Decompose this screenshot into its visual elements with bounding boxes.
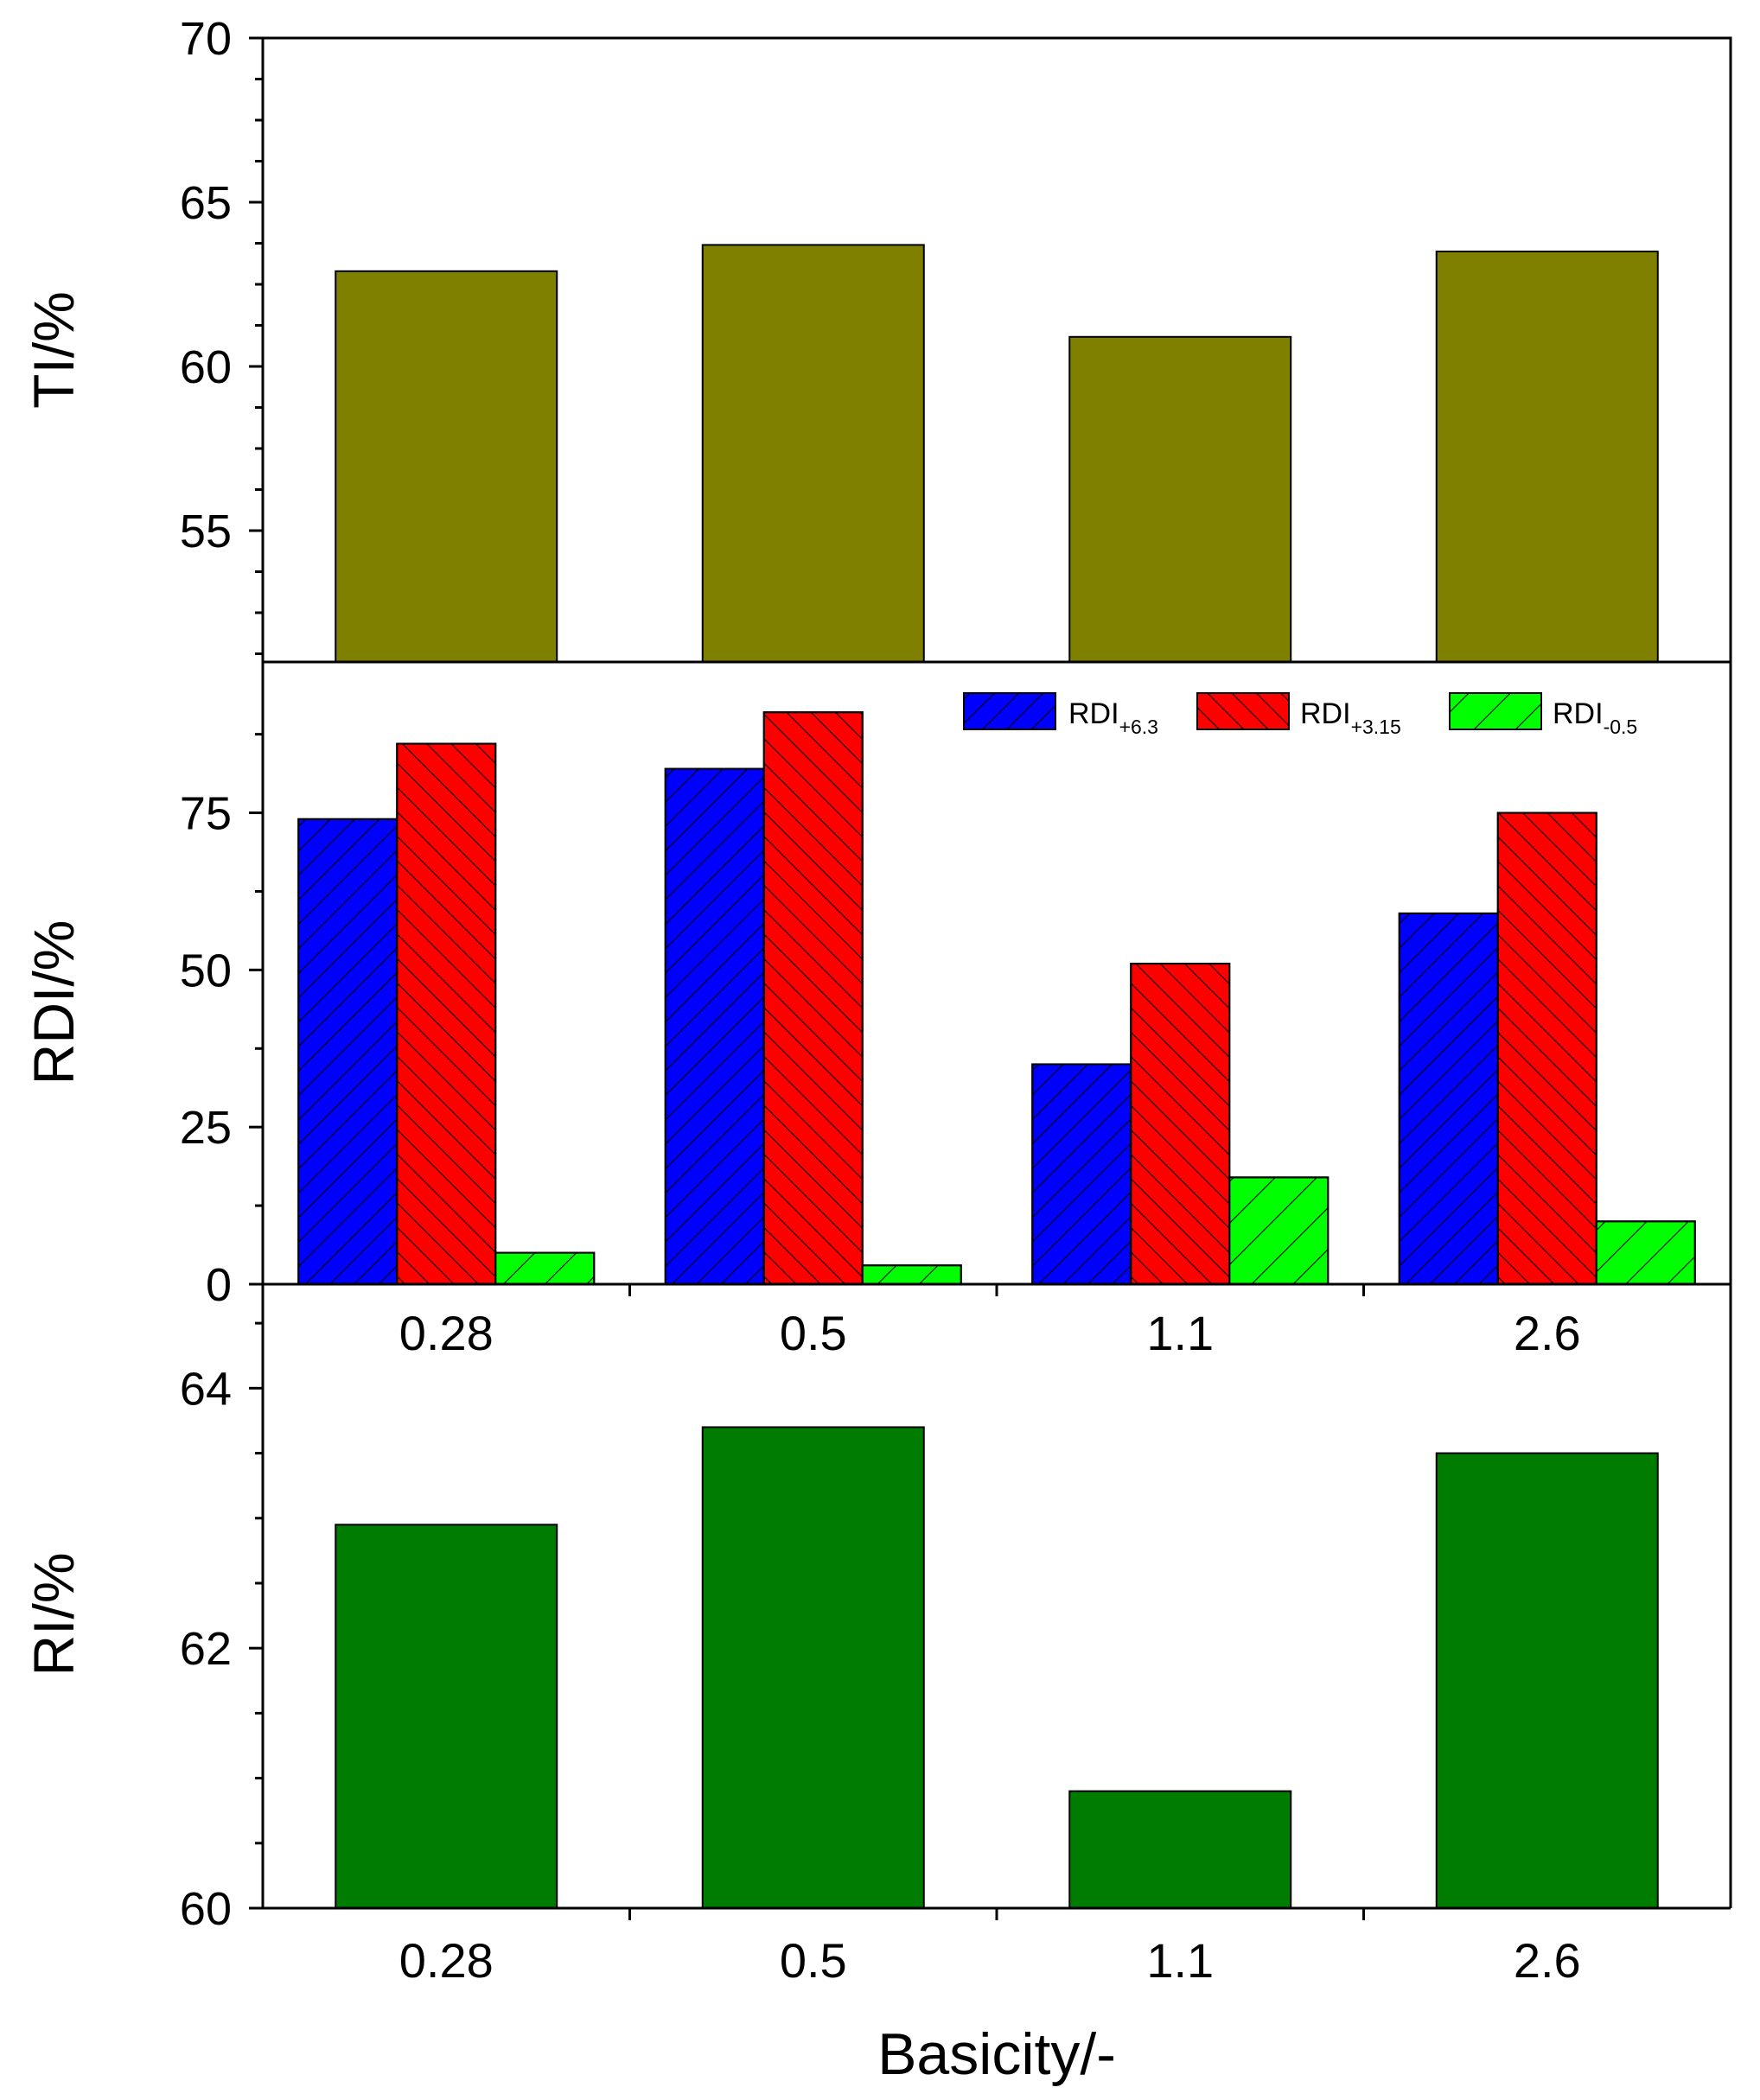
rdi-legend: RDI+6.3 RDI+3.15 RDI-0.5 bbox=[963, 692, 1637, 738]
x-axis-label: Basicity/- bbox=[877, 2021, 1116, 2087]
ri-x-ticks: 0.28 0.5 1.1 2.6 bbox=[399, 1908, 1581, 1988]
bar-ti-2-6 bbox=[1435, 251, 1659, 663]
rdi-x-tick-label: 0.5 bbox=[780, 1306, 847, 1360]
svg-text:RDI+6.3: RDI+6.3 bbox=[1068, 697, 1158, 738]
rdi-plot-frame bbox=[261, 660, 1732, 1286]
bar-hatch bbox=[1031, 1063, 1132, 1286]
ri-y-tick-label: 60 bbox=[180, 1883, 232, 1935]
ti-bars bbox=[335, 244, 1659, 663]
ri-y-tick-label: 62 bbox=[180, 1623, 232, 1675]
bar-hatch bbox=[396, 742, 497, 1285]
svg-text:RDI+3.15: RDI+3.15 bbox=[1300, 697, 1401, 738]
ri-x-tick-label: 0.5 bbox=[780, 1933, 847, 1988]
rdi-y-ticks: 0 25 50 75 bbox=[180, 733, 263, 1311]
bar-hatch bbox=[664, 767, 765, 1285]
ri-x-tick-label: 0.28 bbox=[399, 1933, 494, 1988]
legend-sub-rdi-plus-3-15: +3.15 bbox=[1351, 716, 1401, 738]
ti-y-tick-label: 55 bbox=[180, 506, 232, 557]
rdi-x-tick-label: 1.1 bbox=[1146, 1306, 1214, 1360]
bar-hatch bbox=[762, 711, 864, 1285]
ti-y-ticks: 55 60 65 70 bbox=[180, 13, 263, 655]
ri-x-tick-label: 1.1 bbox=[1146, 1933, 1214, 1988]
bar-hatch bbox=[1228, 1176, 1330, 1286]
svg-text:RDI-0.5: RDI-0.5 bbox=[1553, 697, 1637, 738]
ti-panel: 55 60 65 70 TI/% bbox=[22, 13, 1732, 664]
legend-item-rdi-plus-3-15: RDI+3.15 bbox=[1196, 692, 1401, 738]
bar-hatch bbox=[1398, 912, 1499, 1285]
rdi-y-axis-label: RDI/% bbox=[22, 920, 86, 1085]
bar-ti-0-28 bbox=[335, 270, 558, 663]
ri-y-tick-label: 64 bbox=[180, 1363, 232, 1415]
bar-hatch bbox=[1130, 963, 1231, 1286]
legend-item-rdi-minus-0-5: RDI-0.5 bbox=[1449, 692, 1637, 738]
legend-sub-rdi-minus-0-5: -0.5 bbox=[1604, 716, 1638, 738]
bar-ti-1-1 bbox=[1068, 335, 1292, 663]
bar-ti-0-5 bbox=[701, 244, 925, 663]
ti-y-axis-label: TI/% bbox=[22, 291, 86, 409]
rdi-bars bbox=[297, 711, 1696, 1286]
legend-sub-rdi-plus-6-3: +6.3 bbox=[1119, 716, 1158, 738]
rdi-y-tick-label: 50 bbox=[180, 945, 232, 996]
ti-y-tick-label: 60 bbox=[180, 341, 232, 393]
ri-bars bbox=[335, 1426, 1659, 1910]
ti-y-tick-label: 70 bbox=[180, 13, 232, 65]
rdi-y-tick-label: 0 bbox=[206, 1259, 232, 1311]
ri-x-tick-label: 2.6 bbox=[1514, 1933, 1581, 1988]
bar-hatch bbox=[861, 1264, 962, 1285]
bar-ri-2-6 bbox=[1435, 1452, 1659, 1909]
bar-ri-1-1 bbox=[1068, 1790, 1292, 1909]
rdi-x-tick-label: 0.28 bbox=[399, 1306, 494, 1360]
legend-label-rdi-plus-3-15: RDI bbox=[1300, 697, 1351, 730]
ti-y-tick-label: 65 bbox=[180, 177, 232, 229]
legend-item-rdi-plus-6-3: RDI+6.3 bbox=[963, 692, 1158, 738]
rdi-y-tick-label: 25 bbox=[180, 1102, 232, 1154]
ri-y-ticks: 60 62 64 bbox=[180, 1321, 263, 1935]
legend-label-rdi-plus-6-3: RDI bbox=[1068, 697, 1119, 730]
bar-ri-0-5 bbox=[701, 1426, 925, 1910]
ri-y-axis-label: RI/% bbox=[22, 1552, 86, 1676]
bar-hatch bbox=[1595, 1220, 1696, 1285]
rdi-x-ticks: 0.28 0.5 1.1 2.6 bbox=[399, 1284, 1581, 1360]
ri-panel: 60 62 64 0.28 0.5 1.1 2.6 RI/% Basicity/- bbox=[22, 1284, 1732, 2087]
bar-hatch bbox=[1496, 811, 1597, 1285]
bar-hatch bbox=[297, 818, 399, 1285]
legend-label-rdi-minus-0-5: RDI bbox=[1553, 697, 1604, 730]
bar-ri-0-28 bbox=[335, 1524, 558, 1910]
rdi-x-tick-label: 2.6 bbox=[1514, 1306, 1581, 1360]
rdi-y-tick-label: 75 bbox=[180, 788, 232, 840]
bar-hatch bbox=[494, 1251, 596, 1285]
